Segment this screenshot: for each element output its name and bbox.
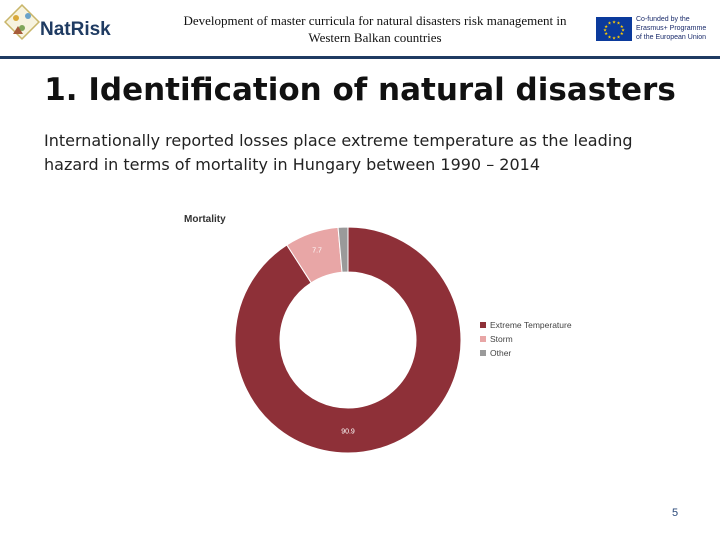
svg-text:★: ★ [612, 20, 616, 26]
legend-label: Storm [490, 334, 513, 344]
slide-title: 1. Identification of natural disasters [44, 72, 676, 108]
svg-text:★: ★ [612, 36, 616, 42]
eu-text-line2: Erasmus+ Programme [636, 25, 707, 32]
logo-emblem-icon [4, 4, 41, 41]
natrisk-logo: NatRisk [4, 4, 111, 41]
svg-text:★: ★ [620, 24, 624, 30]
legend-swatch [480, 336, 486, 342]
legend-item-extreme-temperature: Extreme Temperature [480, 320, 572, 330]
eu-text-line1: Co-funded by the [636, 16, 690, 23]
eu-text-line3: of the European Union [636, 34, 707, 41]
data-label-extreme-temperature: 90.9 [341, 429, 355, 436]
slide-body-line1: Internationally reported losses place ex… [44, 131, 633, 150]
header-divider [0, 56, 720, 59]
legend-label: Other [490, 348, 511, 358]
project-description-line2: Western Balkan countries [308, 30, 442, 45]
svg-text:★: ★ [620, 31, 624, 37]
svg-text:★: ★ [607, 21, 611, 27]
donut-slice-extreme-temperature [234, 226, 462, 454]
svg-text:★: ★ [607, 34, 611, 40]
slide-header: NatRisk Development of master curricula … [0, 0, 720, 59]
donut-chart-svg: Mortality 90.9 7.7 Extreme Temperature Sto… [184, 214, 572, 454]
eu-flag-icon: ★ ★ ★ ★ ★ ★ ★ ★ ★ ★ ★ ★ [596, 17, 632, 41]
svg-text:★: ★ [604, 24, 608, 30]
eu-cofunding-text: Co-funded by the Erasmus+ Programme of t… [636, 15, 720, 42]
logo-text: NatRisk [40, 19, 111, 40]
legend-swatch [480, 322, 486, 328]
page-number: 5 [671, 507, 679, 519]
donut-slice-other [337, 226, 349, 273]
slide-body-line2: hazard in terms of mortality in Hungary … [44, 155, 540, 174]
svg-text:★: ★ [603, 28, 607, 34]
svg-text:★: ★ [604, 31, 608, 37]
svg-text:★: ★ [616, 21, 620, 27]
legend-item-storm: Storm [480, 334, 513, 344]
mortality-chart: Mortality 90.9 7.7 Extreme Temperature Sto… [178, 208, 582, 460]
svg-text:★: ★ [621, 28, 625, 34]
chart-title: Mortality [184, 214, 226, 225]
legend-item-other: Other [480, 348, 511, 358]
project-description-line1: Development of master curricula for natu… [183, 13, 567, 28]
legend-swatch [480, 350, 486, 356]
data-label-storm: 7.7 [312, 248, 322, 255]
slide-body: Internationally reported losses place ex… [44, 129, 684, 177]
project-description: Development of master curricula for natu… [160, 12, 590, 46]
svg-text:★: ★ [616, 34, 620, 40]
legend-label: Extreme Temperature [490, 320, 572, 330]
